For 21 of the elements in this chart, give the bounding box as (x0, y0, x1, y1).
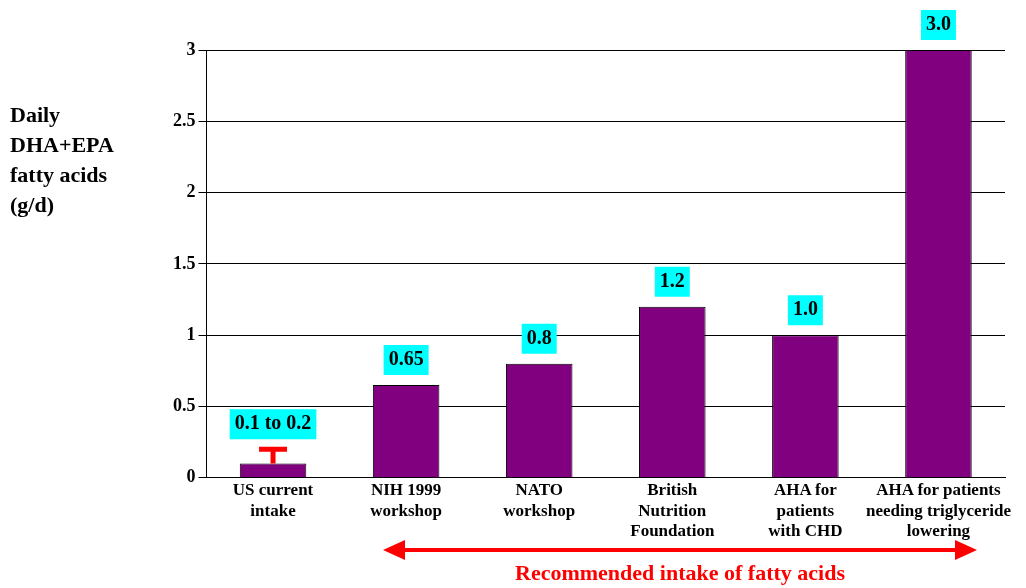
y-tick-label: 2.5 (173, 109, 196, 130)
x-tick-label: NATO workshop (503, 480, 576, 520)
data-label: 0.1 to 0.2 (234, 411, 312, 434)
x-tick-label: US current intake (232, 480, 314, 520)
x-tick-label: AHA for patients with CHD (768, 480, 843, 541)
x-tick-label: NIH 1999 workshop (370, 480, 443, 520)
y-tick-label: 1 (186, 323, 196, 344)
data-label: 0.8 (526, 325, 552, 348)
y-tick-label: 2 (186, 181, 196, 202)
data-label: 3.0 (925, 12, 951, 35)
data-label: 0.65 (388, 347, 424, 370)
data-label: 1.2 (659, 268, 685, 291)
y-tick-label: 3 (186, 38, 196, 59)
y-tick-label: 0 (186, 466, 196, 487)
y-axis-title: Daily DHA+EPA fatty acids (g/d) (10, 101, 114, 219)
y-tick-label: 1.5 (173, 252, 196, 273)
x-tick-label: AHA for patients needing triglyceride lowering (865, 480, 1012, 541)
data-label: 1.0 (792, 297, 818, 320)
y-tick-label: 0.5 (173, 395, 196, 416)
text: Recommended intake of fatty acids (514, 560, 846, 586)
x-tick-label: British Nutrition Foundation (630, 480, 715, 541)
